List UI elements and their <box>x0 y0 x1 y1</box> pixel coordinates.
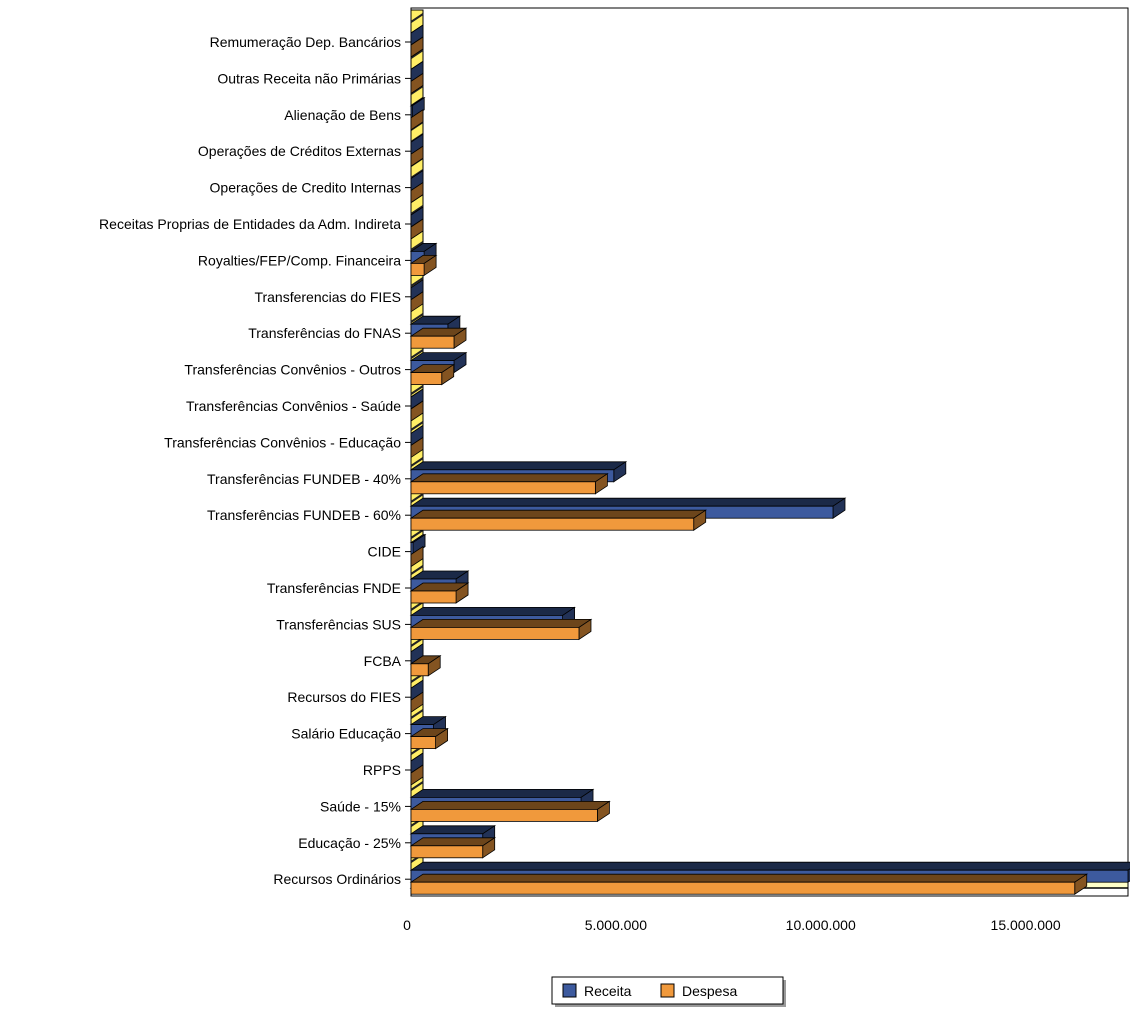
bar-despesa <box>409 254 438 277</box>
bar-despesa <box>410 36 424 58</box>
bars <box>409 24 1130 895</box>
bar-despesa <box>409 473 609 495</box>
category-label: Transferências Convênios - Outros <box>184 362 401 378</box>
bar-despesa <box>409 327 468 349</box>
wall-hatch <box>410 169 424 179</box>
bar-despesa <box>409 873 1089 895</box>
bar-despesa <box>410 764 424 786</box>
wall-hatch <box>410 529 424 539</box>
category-label: CIDE <box>368 544 401 560</box>
x-tick-label: 10.000.000 <box>786 917 856 933</box>
category-label: Recursos do FIES <box>287 689 401 705</box>
category-label: RPPS <box>363 762 401 778</box>
category-label: Transferências FUNDEB - 40% <box>207 471 401 487</box>
legend-label: Receita <box>584 983 632 999</box>
category-label: Royalties/FEP/Comp. Financeira <box>198 252 401 268</box>
category-label: Transferências SUS <box>276 616 401 632</box>
wall-hatch <box>410 781 424 791</box>
bar-despesa <box>409 800 611 823</box>
plot-area <box>410 7 1129 897</box>
category-label: Transferencias do FIES <box>254 289 401 305</box>
category-label: Outras Receita não Primárias <box>217 70 401 86</box>
bar-despesa <box>409 582 470 604</box>
bar-despesa <box>410 181 424 204</box>
wall-hatch <box>410 205 424 215</box>
wall-hatch <box>410 493 424 503</box>
bar-receita <box>409 97 426 119</box>
bar-despesa <box>410 72 424 95</box>
category-label: Recursos Ordinários <box>273 871 401 887</box>
category-label: Remumeração Dep. Bancários <box>210 34 401 50</box>
category-label: Transferências FUNDEB - 60% <box>207 507 401 523</box>
category-label: Salário Educação <box>291 726 401 742</box>
bar-despesa <box>409 655 442 677</box>
bar-receita <box>409 533 427 556</box>
legend-label: Despesa <box>682 983 737 999</box>
wall-hatch <box>410 85 424 95</box>
category-label: Saúde - 15% <box>320 798 401 814</box>
category-label: Transferências FNDE <box>267 580 401 596</box>
x-tick-label: 5.000.000 <box>585 917 647 933</box>
category-label: Operações de Créditos Externas <box>198 143 401 159</box>
bar-despesa <box>409 509 708 531</box>
category-label: Receitas Proprias de Entidades da Adm. I… <box>99 216 401 232</box>
category-label: Operações de Credito Internas <box>210 180 401 196</box>
bar-despesa <box>410 545 424 568</box>
legend-swatch <box>562 983 577 998</box>
bar-despesa <box>409 363 456 386</box>
bar-despesa <box>409 727 449 750</box>
bar-despesa <box>410 109 424 131</box>
wall-hatch <box>410 349 424 359</box>
wall-hatch <box>410 13 424 23</box>
wall-hatch <box>410 49 424 59</box>
bar-despesa <box>410 291 424 313</box>
x-tick-label: 15.000.000 <box>991 917 1061 933</box>
x-tick-label: 0 <box>403 917 411 933</box>
bar-despesa <box>410 436 424 459</box>
legend-swatch <box>660 983 675 998</box>
legend: Receita Despesa <box>551 976 786 1007</box>
wall-hatch <box>410 277 424 287</box>
bar-despesa <box>410 145 424 167</box>
x-tick-labels: 0 5.000.000 10.000.000 15.000.000 <box>403 917 1061 933</box>
wall-hatch <box>410 313 424 323</box>
bar-despesa <box>409 618 593 641</box>
legend-box: Receita Despesa <box>551 976 786 1007</box>
axes <box>405 7 1129 897</box>
wall-hatch <box>410 565 424 575</box>
category-label: Alienação de Bens <box>284 107 401 123</box>
bar-despesa <box>410 218 424 240</box>
wall-hatch <box>410 421 424 431</box>
category-label: Transferências Convênios - Saúde <box>186 398 401 414</box>
bar-despesa <box>409 837 497 859</box>
category-label: Transferências do FNAS <box>248 325 401 341</box>
bar-despesa <box>410 691 424 713</box>
category-label: Educação - 25% <box>298 835 401 851</box>
wall-hatch <box>410 241 424 251</box>
wall-hatch <box>410 457 424 467</box>
category-labels: Remumeração Dep. Bancários Outras Receita… <box>99 34 402 887</box>
wall-hatch <box>410 385 424 395</box>
bar-despesa <box>410 400 424 422</box>
category-label: FCBA <box>364 653 402 669</box>
wall-hatch <box>410 709 424 719</box>
category-label: Transferências Convênios - Educação <box>164 434 401 450</box>
bar-receita <box>409 606 576 629</box>
